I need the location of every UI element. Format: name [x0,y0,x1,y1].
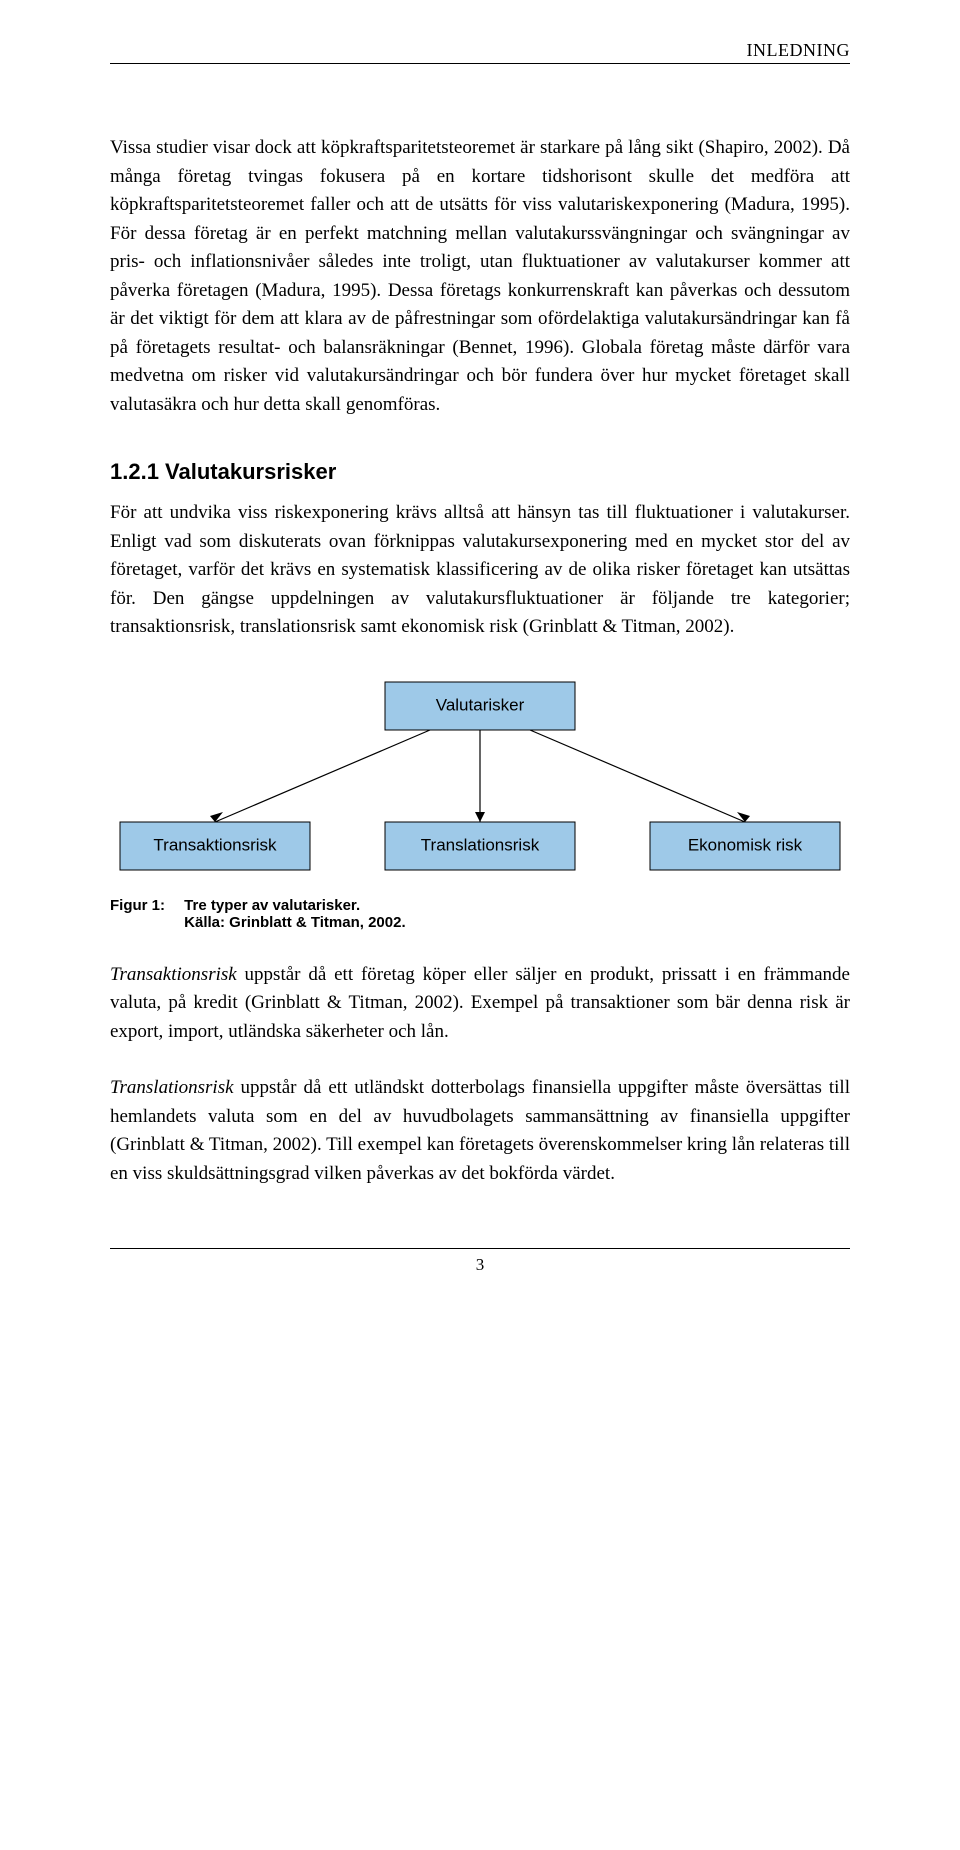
figure-caption-line2: Källa: Grinblatt & Titman, 2002. [184,914,405,931]
page: INLEDNING Vissa studier visar dock att k… [0,0,960,1335]
paragraph-1: Vissa studier visar dock att köpkraftspa… [110,134,850,419]
figure-caption: Figur 1: Tre typer av valutarisker. Käll… [110,897,850,931]
valutarisker-diagram: Valutarisker Transaktionsrisk Translatio… [110,672,850,887]
figure-caption-line1: Tre typer av valutarisker. [184,897,360,914]
section-heading: 1.2.1 Valutakursrisker [110,459,850,485]
figure-label: Figur 1: [110,897,180,914]
para3-lead: Transaktionsrisk [110,964,237,985]
paragraph-4: Translationsrisk uppstår då ett utländsk… [110,1074,850,1188]
page-number: 3 [110,1248,850,1275]
diagram-child-label-3: Ekonomisk risk [688,835,803,854]
paragraph-2: För att undvika viss riskexponering kräv… [110,499,850,642]
diagram-root-label: Valutarisker [436,695,525,714]
diagram-child-label-2: Translationsrisk [421,835,540,854]
diagram-child-label-1: Transaktionsrisk [153,835,277,854]
para4-lead: Translationsrisk [110,1077,234,1098]
running-header: INLEDNING [110,40,850,64]
paragraph-3: Transaktionsrisk uppstår då ett företag … [110,961,850,1047]
